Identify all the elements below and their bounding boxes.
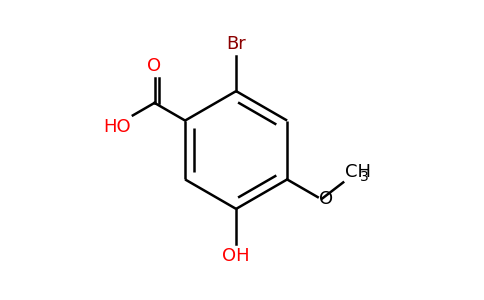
Text: OH: OH [222,247,250,265]
Text: CH: CH [345,163,371,181]
Text: O: O [319,190,333,208]
Text: O: O [148,57,162,75]
Text: HO: HO [104,118,131,136]
Text: 3: 3 [360,170,369,184]
Text: Br: Br [226,35,246,53]
